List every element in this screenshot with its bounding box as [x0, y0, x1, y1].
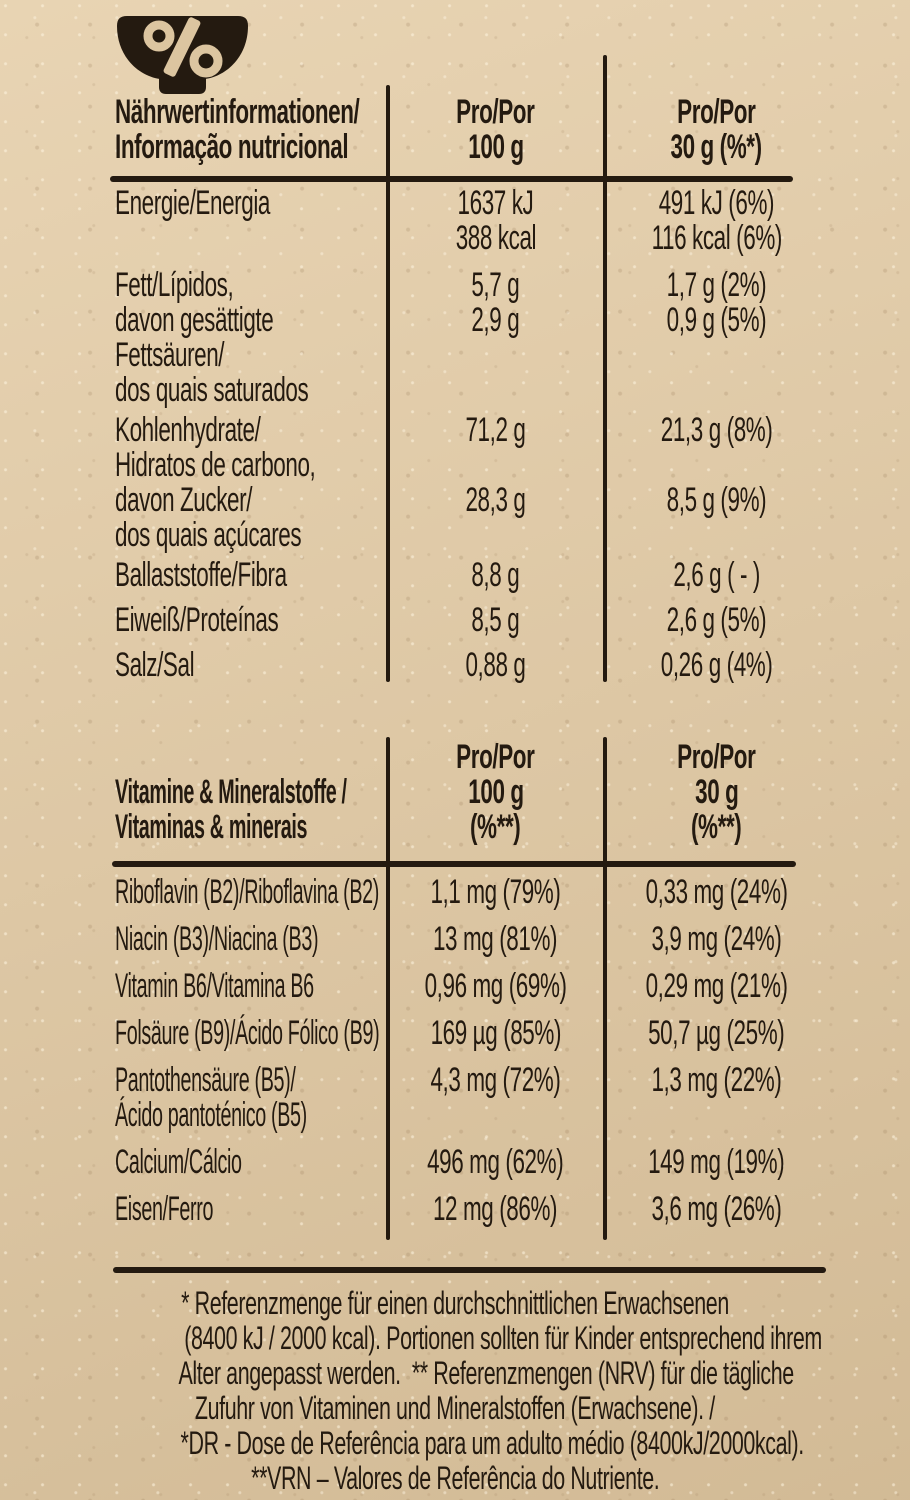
- folicacid-100g: 169 µg (85%): [430, 1014, 561, 1052]
- vitamins-per-30g-header: Pro/Por 30 g (%**): [677, 738, 756, 846]
- nutrition-header-title: Nährwertinformationen/ Informação nutric…: [115, 95, 388, 165]
- row-fat: Fett/Lípidos, davon gesättigte Fettsäure…: [115, 266, 767, 409]
- folicacid-30g: 50,7 µg (25%): [648, 1014, 785, 1052]
- protein-30g: 2,6 g (5%): [666, 601, 767, 639]
- percent-bowl-icon: [117, 16, 248, 94]
- per-100g-column-header: Pro/Por 100 g: [456, 93, 535, 166]
- footnote-line-1: * Referenzmenge für einen durchschnittli…: [181, 1285, 729, 1321]
- row-folic-acid: Folsäure (B9)/Ácido Fólico (B9) 169 µg (…: [115, 1014, 785, 1052]
- satfat-30g: 0,9 g (5%): [666, 301, 767, 339]
- row-energy: Energie/Energia 1637 kJ 388 kcal 491 kJ …: [115, 186, 830, 256]
- footnote-line-3: Alter angepasst werden. ** Referenzmenge…: [178, 1355, 794, 1391]
- calcium-30g: 149 mg (19%): [648, 1143, 785, 1181]
- riboflavin-30g: 0,33 mg (24%): [645, 873, 788, 911]
- footnote-line-2: (8400 kJ / 2000 kcal). Portionen sollten…: [184, 1320, 822, 1356]
- column-divider-2-top: [603, 55, 607, 682]
- fibre-30g: 2,6 g ( - ): [673, 556, 760, 594]
- row-iron: Eisen/Ferro 12 mg (86%) 3,6 mg (26%): [115, 1190, 782, 1228]
- fat-100g: 5,7 g: [471, 266, 520, 304]
- footnote-rule: [113, 1267, 826, 1273]
- energy-kj-100g: 1637 kJ: [457, 184, 534, 222]
- energy-kj-30g: 491 kJ (6%): [658, 184, 775, 222]
- row-riboflavin: Riboflavin (B2)/Riboflavina (B2) 1,1 mg …: [115, 873, 788, 911]
- nutrition-table-body: Energie/Energia 1637 kJ 388 kcal 491 kJ …: [115, 186, 830, 683]
- row-pantothenic-acid: Pantothensäure (B5)/ Ácido pantoténico (…: [115, 1061, 782, 1134]
- vitamins-per-100g-header: Pro/Por 100 g (%**): [456, 738, 535, 846]
- column-divider-1-bottom: [386, 737, 390, 1240]
- footnote-line-4: Zufuhr von Vitaminen und Mineralstoffen …: [195, 1390, 715, 1426]
- vitaminb6-100g: 0,96 mg (69%): [424, 967, 567, 1005]
- calcium-100g: 496 mg (62%): [427, 1143, 564, 1181]
- header-title-line2: Informação nutricional: [115, 128, 349, 166]
- iron-30g: 3,6 mg (26%): [651, 1190, 782, 1228]
- fat-30g: 1,7 g (2%): [666, 266, 767, 304]
- protein-100g: 8,5 g: [471, 601, 520, 639]
- per-30g-column-header: Pro/Por 30 g (%*): [670, 93, 763, 166]
- energy-kcal-100g: 388 kcal: [455, 219, 536, 257]
- niacin-100g: 13 mg (81%): [433, 920, 558, 958]
- vitamins-header-title: Vitamine & Mineralstoffe / Vitaminas & m…: [115, 773, 347, 846]
- niacin-30g: 3,9 mg (24%): [651, 920, 782, 958]
- footnote-line-5: *DR - Dose de Referência para um adulto …: [180, 1425, 805, 1461]
- sugars-30g: 8,5 g (9%): [666, 481, 767, 519]
- header-rule-1: [110, 176, 793, 182]
- column-divider-1-top: [386, 85, 390, 682]
- row-carbohydrate: Kohlenhydrate/ Hidratos de carbono, davo…: [115, 411, 773, 554]
- row-salt: Salz/Sal 0,88 g 0,26 g (4%): [115, 646, 773, 684]
- pantothenic-30g: 1,3 mg (22%): [651, 1061, 782, 1099]
- row-calcium: Calcium/Cálcio 496 mg (62%) 149 mg (19%): [115, 1143, 785, 1181]
- vitamins-table-header: Vitamine & Mineralstoffe / Vitaminas & m…: [115, 740, 830, 845]
- footnotes: * Referenzmenge für einen durchschnittli…: [20, 1286, 890, 1496]
- fibre-100g: 8,8 g: [471, 556, 520, 594]
- sugars-100g: 28,3 g: [465, 481, 526, 519]
- row-vitamin-b6: Vitamin B6/Vitamina B6 0,96 mg (69%) 0,2…: [115, 967, 788, 1005]
- carbs-100g: 71,2 g: [465, 411, 526, 449]
- row-niacin: Niacin (B3)/Niacina (B3) 13 mg (81%) 3,9…: [115, 920, 782, 958]
- iron-100g: 12 mg (86%): [433, 1190, 558, 1228]
- row-fibre: Ballaststoffe/Fibra 8,8 g 2,6 g ( - ): [115, 556, 760, 594]
- carbs-30g: 21,3 g (8%): [660, 411, 773, 449]
- riboflavin-100g: 1,1 mg (79%): [430, 873, 561, 911]
- vitamins-table-body: Riboflavin (B2)/Riboflavina (B2) 1,1 mg …: [115, 875, 830, 1239]
- energy-label: Energie/Energia: [115, 184, 270, 222]
- footnote-line-6: **VRN – Valores de Referência do Nutrien…: [250, 1460, 660, 1496]
- nutrition-table-header: Nährwertinformationen/ Informação nutric…: [115, 95, 830, 165]
- energy-kcal-30g: 116 kcal (6%): [651, 219, 782, 257]
- row-protein: Eiweiß/Proteínas 8,5 g 2,6 g (5%): [115, 601, 767, 639]
- header-title-line1: Nährwertinformationen/: [115, 93, 360, 131]
- header-rule-2: [112, 861, 796, 867]
- salt-100g: 0,88 g: [465, 646, 526, 684]
- vitaminb6-30g: 0,29 mg (21%): [645, 967, 788, 1005]
- satfat-100g: 2,9 g: [471, 301, 520, 339]
- pantothenic-100g: 4,3 mg (72%): [430, 1061, 561, 1099]
- column-divider-2-bottom: [603, 737, 607, 1240]
- salt-30g: 0,26 g (4%): [660, 646, 773, 684]
